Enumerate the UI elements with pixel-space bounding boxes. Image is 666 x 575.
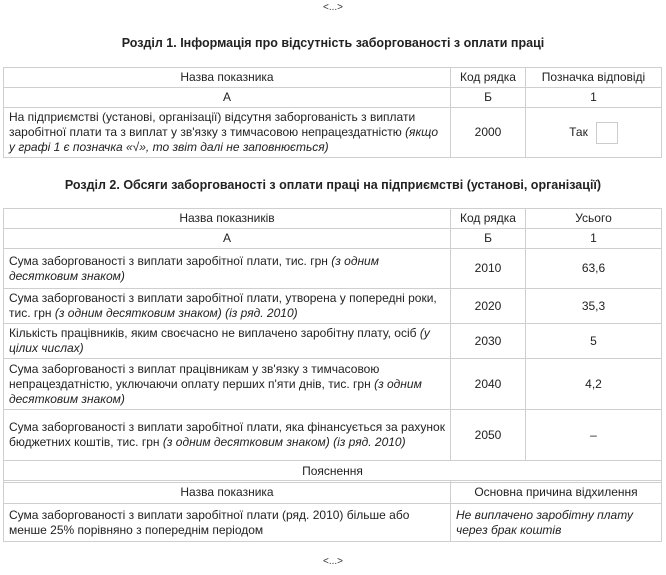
row-name: Кількість працівників, яким своєчасно не… xyxy=(9,326,417,340)
row-code: 2040 xyxy=(450,358,526,410)
row-name: Сума заборгованості з виплати заробітної… xyxy=(9,291,437,320)
row-code: 2030 xyxy=(450,323,526,359)
row-reason: Не виплачено заробітну плату через брак … xyxy=(456,507,633,537)
row-value: 63,6 xyxy=(525,248,662,289)
table-row: Сума заборгованості з виплати заробітної… xyxy=(3,409,662,461)
table-row: Сума заборгованості з виплат працівникам… xyxy=(3,358,662,410)
table-row: Сума заборгованості з виплати заробітної… xyxy=(3,503,662,542)
table-row: На підприємстві (установі, організації) … xyxy=(3,107,662,158)
header-code: Код рядка xyxy=(450,67,526,88)
row-note: (з одним десятковим знаком) (із ряд. 201… xyxy=(162,435,406,449)
header-total: Усього xyxy=(525,208,662,229)
explanation-title: Пояснення xyxy=(3,460,662,483)
row-value: 35,3 xyxy=(525,288,662,324)
ellipsis-bottom: <...> xyxy=(322,556,343,567)
header-answer: Позначка відповіді xyxy=(525,67,662,88)
row-value: 5 xyxy=(525,323,662,359)
header-code: Код рядка xyxy=(450,208,526,229)
row-code: 2010 xyxy=(450,248,526,289)
section1-table: Назва показника Код рядка Позначка відпові… xyxy=(3,67,662,158)
ellipsis-top: <...> xyxy=(322,2,343,13)
row-code: 2020 xyxy=(450,288,526,324)
row-code: 2000 xyxy=(450,107,526,158)
answer-label: Так xyxy=(569,124,588,139)
letter-a: А xyxy=(3,87,451,108)
table-row: Кількість працівників, яким своєчасно не… xyxy=(3,323,662,359)
row-note: (у цілих числах) xyxy=(9,326,430,355)
row-note: (з одним десятковим знаком) xyxy=(9,253,379,283)
header-reason: Основна причина відхилення xyxy=(450,480,662,504)
header-name: Назва показників xyxy=(3,208,451,229)
section2-title: Розділ 2. Обсяги заборгованості з оплати… xyxy=(64,178,602,192)
letter-1: 1 xyxy=(525,87,662,108)
header-name: Назва показника xyxy=(3,480,451,504)
answer-checkbox[interactable] xyxy=(595,121,618,144)
row-note: (з одним десятковим знаком) (із ряд. 201… xyxy=(54,306,298,320)
section1-title: Розділ 1. Інформація про відсутність заб… xyxy=(121,36,545,50)
row-name: Сума заборгованості з виплати заробітної… xyxy=(9,420,445,449)
row-note: (з одним десятковим знаком) xyxy=(9,376,422,406)
table-row: Сума заборгованості з виплати заробітної… xyxy=(3,288,662,324)
row-name: На підприємстві (установі, організації) … xyxy=(9,110,416,139)
letter-1: 1 xyxy=(525,228,662,249)
row-value: 4,2 xyxy=(525,358,662,410)
row-name: Сума заборгованості з виплати заробітної… xyxy=(9,253,328,268)
table-row: Сума заборгованості з виплати заробітної… xyxy=(3,248,662,289)
row-name: Сума заборгованості з виплат працівникам… xyxy=(9,361,380,391)
header-name: Назва показника xyxy=(3,67,451,88)
letter-b: Б xyxy=(450,87,526,108)
row-code: 2050 xyxy=(450,409,526,461)
letter-a: А xyxy=(3,228,451,249)
row-value: – xyxy=(525,409,662,461)
row-note: (якщо у графі 1 є позначка «√», то звіт … xyxy=(9,125,439,154)
letter-b: Б xyxy=(450,228,526,249)
explanation-table: Назва показника Основна причина відхиленн… xyxy=(3,480,662,542)
row-name: Сума заборгованості з виплати заробітної… xyxy=(3,503,451,542)
